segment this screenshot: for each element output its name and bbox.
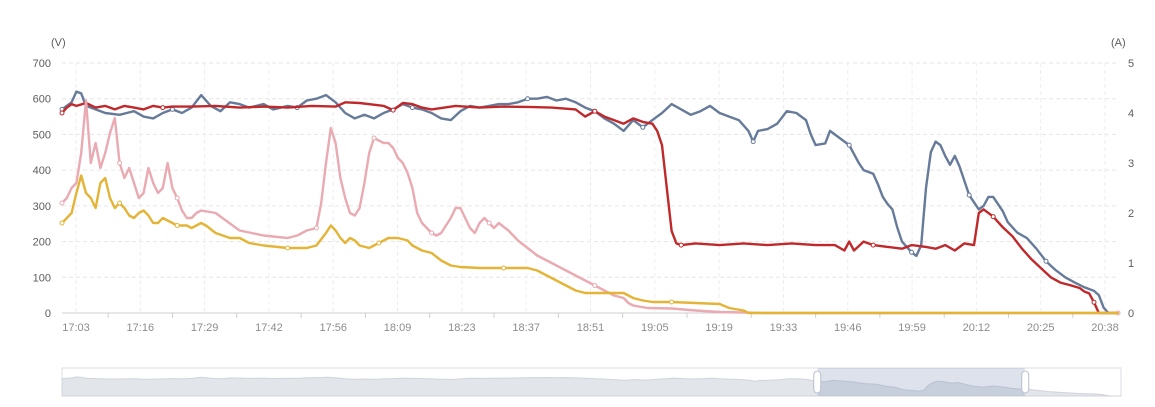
y-left-tick-label: 0 (45, 308, 51, 320)
axis-layer: 0 100 200 300 400 500 600 700 0 1 2 3 4 5 17:03 17:16 17… (33, 58, 1134, 334)
y-left-tick-label: 200 (33, 237, 51, 249)
series-layer (59, 90, 1121, 316)
y-left-tick-label: 300 (33, 201, 51, 213)
x-tick-label: 20:38 (1091, 322, 1119, 334)
grid-layer (62, 62, 1118, 313)
series-point (376, 240, 382, 246)
y-right-tick-label: 0 (1128, 308, 1134, 320)
series-point (592, 108, 598, 114)
series-point (59, 200, 65, 206)
series-point (669, 299, 675, 305)
x-tick-label: 18:09 (384, 322, 412, 334)
series-point (846, 142, 852, 148)
series-point (285, 245, 291, 251)
x-tick-label: 19:33 (770, 322, 798, 334)
x-tick-label: 17:56 (319, 322, 347, 334)
data-zoom-slider[interactable] (61, 367, 1122, 397)
x-tick-label: 20:12 (963, 322, 991, 334)
voltage-series-1-line (60, 90, 1120, 315)
y-left-tick-label: 600 (33, 94, 51, 106)
series-point (870, 242, 876, 248)
series-point (313, 225, 319, 231)
series-point (169, 106, 175, 112)
current-series-2-line (60, 174, 1120, 315)
series-point (390, 107, 396, 113)
y-left-tick-label: 700 (33, 58, 51, 70)
y-right-tick-label: 5 (1128, 58, 1134, 70)
x-tick-label: 17:42 (255, 322, 283, 334)
y-left-tick-label: 400 (33, 165, 51, 177)
x-tick-label: 19:46 (834, 322, 862, 334)
y-right-tick-label: 3 (1128, 158, 1134, 170)
x-tick-label: 17:29 (191, 322, 219, 334)
series-point (371, 135, 377, 141)
y-right-tick-label: 2 (1128, 208, 1134, 220)
series-point (750, 139, 756, 145)
y-left-unit-label: (V) (51, 37, 66, 49)
series-point (1043, 258, 1049, 264)
series-point (429, 230, 435, 236)
series-point (59, 220, 65, 226)
x-tick-label: 19:19 (705, 322, 733, 334)
x-tick-label: 17:03 (62, 322, 90, 334)
series-point (966, 192, 972, 198)
series-point (640, 124, 646, 130)
x-tick-label: 18:51 (577, 322, 605, 334)
series-point (1091, 299, 1097, 305)
series-point (117, 160, 123, 166)
series-point (592, 283, 598, 288)
voltage-series-2-line (60, 101, 1120, 315)
zoom-slider-right-handle[interactable] (1021, 370, 1030, 394)
series-point (117, 200, 123, 206)
series-point (174, 223, 180, 228)
series-point (59, 110, 65, 116)
x-tick-label: 19:59 (898, 322, 926, 334)
series-point (501, 265, 507, 271)
series-point (909, 249, 915, 255)
y-left-tick-label: 500 (33, 129, 51, 141)
series-point (174, 195, 180, 201)
y-right-tick-label: 1 (1128, 258, 1134, 270)
x-tick-label: 20:25 (1027, 322, 1055, 334)
x-tick-label: 18:23 (448, 322, 476, 334)
x-tick-label: 17:16 (127, 322, 155, 334)
zoom-slider-left-handle[interactable] (813, 370, 822, 394)
series-point (409, 105, 415, 111)
series-point (525, 96, 531, 102)
series-point (160, 105, 166, 111)
zoom-slider-selection (817, 368, 1025, 396)
y-right-unit-label: (A) (1111, 37, 1126, 49)
series-point (486, 220, 492, 226)
zoom-slider-preview (61, 376, 1121, 397)
x-tick-label: 18:37 (512, 322, 540, 334)
y-left-tick-label: 100 (33, 272, 51, 284)
series-point (990, 214, 996, 220)
y-right-tick-label: 4 (1128, 108, 1134, 120)
series-point (678, 242, 684, 248)
x-tick-label: 19:05 (641, 322, 669, 334)
